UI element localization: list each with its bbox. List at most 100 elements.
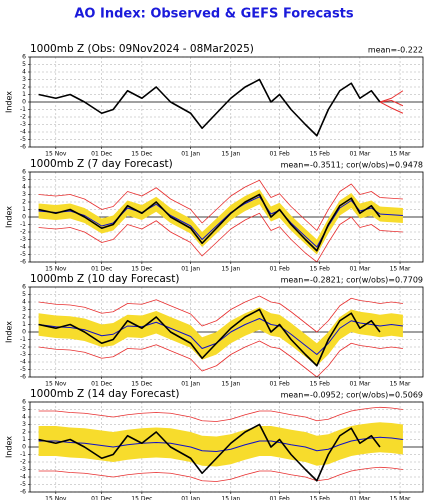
series-line: [38, 212, 403, 262]
x-tick-label: 15 Jan: [221, 266, 240, 273]
x-tick-label: 15 Dec: [131, 151, 152, 158]
plot-frame: [29, 56, 424, 148]
x-tick-label: 01 Mar: [349, 266, 370, 273]
y-tick-label: -1: [20, 106, 26, 113]
y-tick-label: -2: [20, 344, 26, 351]
y-tick-label: -2: [20, 114, 26, 121]
panel-stats: mean=-0.0952; cor(w/obs)=0.5069: [281, 391, 423, 400]
x-tick-label: 15 Dec: [131, 381, 152, 388]
x-tick-label: 15 Jan: [221, 496, 240, 500]
x-tick-label: 01 Mar: [349, 151, 370, 158]
panel-stats: mean=-0.2821; cor(w/obs)=0.7709: [281, 276, 423, 285]
series-line: [38, 436, 403, 452]
x-tick-label: 01 Jan: [181, 266, 200, 273]
series-line: [38, 179, 403, 231]
y-tick-label: 0: [22, 214, 26, 221]
y-tick-label: 4: [22, 414, 26, 421]
x-tick-label: 15 Nov: [45, 266, 67, 273]
x-tick-label: 15 Nov: [45, 151, 67, 158]
y-tick-label: 4: [22, 299, 26, 306]
y-tick-label: 6: [22, 169, 26, 176]
y-tick-label: -4: [20, 359, 26, 366]
y-tick-label: -5: [20, 136, 26, 143]
series-group: [38, 179, 403, 262]
y-axis-label: Index: [5, 436, 14, 458]
x-tick-label: 15 Mar: [390, 151, 411, 158]
panel-title: 1000mb Z (7 day Forecast): [30, 158, 173, 170]
y-tick-label: -4: [20, 129, 26, 136]
y-tick-label: -5: [20, 251, 26, 258]
y-axis-label: Index: [5, 206, 14, 228]
y-tick-label: 2: [22, 84, 26, 91]
y-tick-label: 6: [22, 399, 26, 406]
x-tick-label: 15 Mar: [390, 381, 411, 388]
y-tick-label: 5: [22, 291, 26, 298]
panel-stats: mean=-0.3511; cor(w/obs)=0.9478: [281, 161, 423, 170]
series-line: [38, 193, 381, 252]
y-tick-label: -4: [20, 474, 26, 481]
x-tick-label: 01 Dec: [91, 266, 112, 273]
y-tick-label: 0: [22, 99, 26, 106]
plot-frame: [29, 171, 424, 263]
y-tick-label: -3: [20, 466, 26, 473]
plot-frame: [29, 286, 424, 378]
x-tick-label: 15 Dec: [131, 496, 152, 500]
y-tick-label: 2: [22, 314, 26, 321]
series-group: [38, 78, 404, 137]
y-tick-label: -3: [20, 236, 26, 243]
x-tick-label: 01 Jan: [181, 496, 200, 500]
figure-title: AO Index: Observed & GEFS Forecasts: [74, 7, 354, 22]
y-tick-label: 6: [22, 54, 26, 61]
x-tick-label: 15 Dec: [131, 266, 152, 273]
y-tick-label: -6: [20, 144, 26, 151]
series-line: [379, 100, 404, 107]
y-tick-label: -2: [20, 229, 26, 236]
y-tick-label: -3: [20, 351, 26, 358]
x-tick-label: 01 Jan: [181, 381, 200, 388]
y-tick-label: 0: [22, 329, 26, 336]
y-tick-label: 5: [22, 406, 26, 413]
series-group: [38, 295, 403, 377]
panel-stats: mean=-0.222: [368, 46, 423, 55]
panel: 1000mb Z (Obs: 09Nov2024 - 08Mar2025) mea…: [5, 43, 424, 158]
panel: 1000mb Z (10 day Forecast) mean=-0.2821; …: [5, 273, 424, 388]
series-line: [38, 308, 381, 367]
series-line: [38, 340, 403, 377]
series-line: [38, 318, 403, 355]
y-tick-label: -5: [20, 366, 26, 373]
y-tick-label: -6: [20, 489, 26, 496]
y-tick-label: -3: [20, 121, 26, 128]
y-tick-label: 3: [22, 76, 26, 83]
series-line: [38, 295, 403, 333]
series-line: [38, 423, 381, 482]
y-axis-label: Index: [5, 321, 14, 343]
x-tick-label: 01 Dec: [91, 496, 112, 500]
x-tick-label: 15 Nov: [45, 496, 67, 500]
y-tick-label: 3: [22, 306, 26, 313]
x-tick-label: 15 Nov: [45, 381, 67, 388]
band: [38, 422, 403, 467]
x-tick-label: 15 Feb: [310, 381, 330, 388]
y-tick-label: -6: [20, 259, 26, 266]
x-tick-label: 15 Feb: [310, 496, 330, 500]
y-tick-label: -5: [20, 481, 26, 488]
panel-title: 1000mb Z (10 day Forecast): [30, 273, 179, 285]
x-tick-label: 01 Mar: [349, 496, 370, 500]
y-tick-label: 5: [22, 176, 26, 183]
y-tick-label: -1: [20, 221, 26, 228]
plot-frame: [29, 401, 424, 493]
y-tick-label: -1: [20, 451, 26, 458]
x-tick-label: 01 Mar: [349, 381, 370, 388]
x-tick-label: 01 Feb: [269, 496, 289, 500]
y-tick-label: -6: [20, 374, 26, 381]
y-tick-label: 3: [22, 191, 26, 198]
y-tick-label: 1: [22, 436, 26, 443]
x-tick-label: 01 Jan: [181, 151, 200, 158]
panel: 1000mb Z (7 day Forecast) mean=-0.3511; c…: [5, 158, 424, 273]
y-tick-label: -2: [20, 459, 26, 466]
y-tick-label: 1: [22, 91, 26, 98]
x-tick-label: 15 Feb: [310, 266, 330, 273]
x-tick-label: 01 Feb: [269, 381, 289, 388]
y-tick-label: 4: [22, 184, 26, 191]
